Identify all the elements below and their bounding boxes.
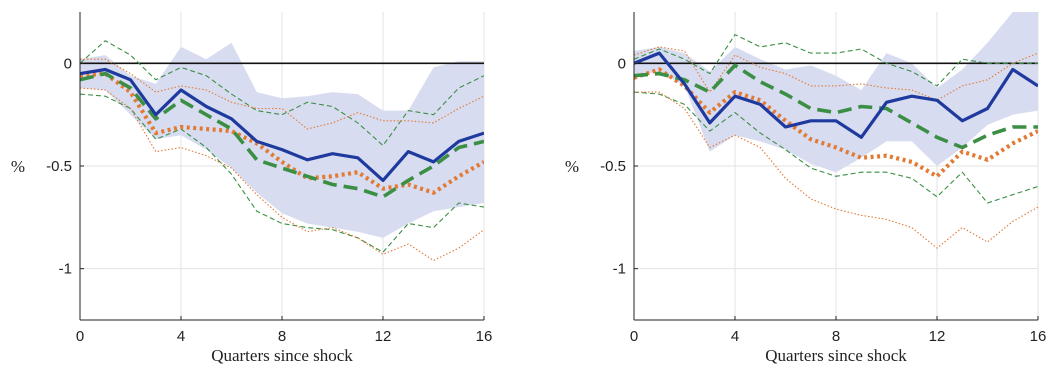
series-line-dot [634, 67, 1038, 179]
chart-panel-1: 0 4 8 12 16 0 -0.5 -1 Quarters since shock% [11, 12, 492, 365]
x-tick-label: 16 [1030, 328, 1047, 345]
series-line-thin-dash-green [80, 93, 484, 253]
x-tick-label: 8 [832, 328, 840, 345]
y-tick-label: -1 [59, 261, 72, 278]
chart-panel-2: 0 4 8 12 16 0 -0.5 -1 Quarters since shock% [565, 12, 1046, 365]
x-tick-label: 12 [375, 328, 392, 345]
x-tick-label: 0 [630, 328, 638, 345]
series-line-dash [634, 63, 1038, 150]
series-line-thin-dash-green [634, 91, 1038, 204]
x-tick-label: 4 [177, 328, 185, 345]
series-line-thin-dot-orange [80, 87, 484, 262]
x-axis-label: Quarters since shock [211, 346, 353, 365]
y-tick-label: -0.5 [46, 158, 72, 175]
x-axis-label: Quarters since shock [765, 346, 907, 365]
y-tick-label: -1 [613, 261, 626, 278]
confidence-band [634, 12, 1038, 173]
y-tick-label: -0.5 [600, 158, 626, 175]
y-tick-label: 0 [618, 55, 626, 72]
x-tick-label: 8 [278, 328, 286, 345]
series-line-dot [80, 71, 484, 195]
plot-area [80, 40, 484, 262]
series-line-thin-dot-orange [634, 91, 1038, 249]
series-line-solid [634, 51, 1038, 139]
x-tick-label: 12 [929, 328, 946, 345]
y-axis-label: % [565, 157, 579, 176]
series-line-thin-dash-green [80, 40, 484, 147]
series-line-thin-dash-green [634, 34, 1038, 87]
y-tick-label: 0 [64, 55, 72, 72]
x-tick-label: 0 [76, 328, 84, 345]
x-tick-label: 4 [731, 328, 739, 345]
plot-area [634, 12, 1038, 249]
x-tick-label: 16 [476, 328, 493, 345]
series-line-thin-dot-orange [634, 46, 1038, 101]
y-axis-label: % [11, 157, 25, 176]
series-line-solid [80, 67, 484, 182]
